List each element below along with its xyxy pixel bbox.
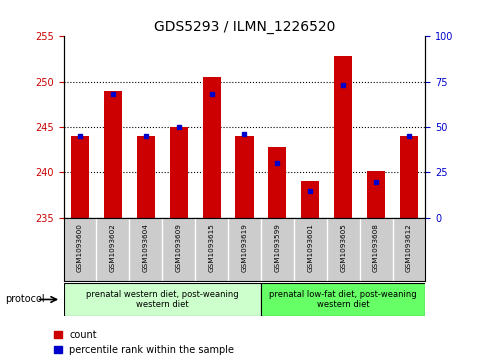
Title: GDS5293 / ILMN_1226520: GDS5293 / ILMN_1226520	[154, 20, 334, 34]
Bar	[301, 182, 319, 218]
Bar	[103, 91, 122, 218]
Text: protocol: protocol	[5, 294, 44, 305]
Legend: count, percentile rank within the sample: count, percentile rank within the sample	[54, 330, 234, 355]
Text: GSM1093612: GSM1093612	[405, 223, 411, 272]
Bar	[268, 147, 286, 218]
Bar	[261, 283, 425, 316]
Bar	[71, 136, 89, 218]
Bar	[366, 171, 385, 218]
Text: GSM1093619: GSM1093619	[241, 223, 247, 272]
Text: GSM1093599: GSM1093599	[274, 223, 280, 272]
Text: GSM1093604: GSM1093604	[142, 223, 148, 272]
Text: GSM1093601: GSM1093601	[306, 223, 313, 272]
Bar	[333, 56, 351, 218]
Bar	[399, 136, 417, 218]
Text: GSM1093605: GSM1093605	[340, 223, 346, 272]
Bar	[63, 283, 261, 316]
Text: prenatal western diet, post-weaning
western diet: prenatal western diet, post-weaning west…	[86, 290, 238, 309]
Text: prenatal low-fat diet, post-weaning
western diet: prenatal low-fat diet, post-weaning west…	[269, 290, 416, 309]
Text: GSM1093615: GSM1093615	[208, 223, 214, 272]
Bar	[137, 136, 155, 218]
Text: GSM1093602: GSM1093602	[110, 223, 116, 272]
Bar	[202, 77, 220, 218]
Bar	[235, 136, 253, 218]
Text: GSM1093600: GSM1093600	[77, 223, 83, 272]
Text: GSM1093609: GSM1093609	[175, 223, 182, 272]
Bar	[169, 127, 187, 218]
Text: GSM1093608: GSM1093608	[372, 223, 378, 272]
